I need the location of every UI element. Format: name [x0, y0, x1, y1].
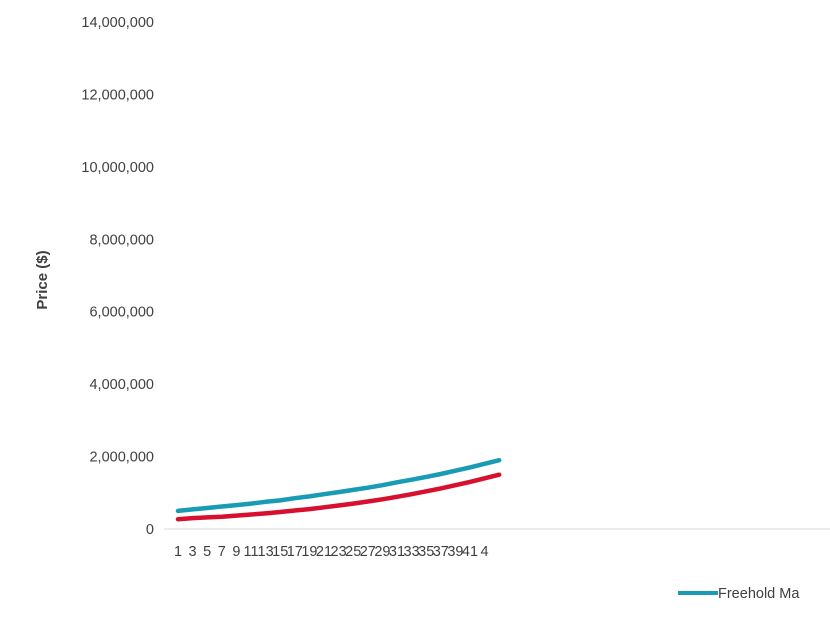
series-lines	[175, 457, 502, 522]
series-line-red	[175, 472, 502, 522]
x-tick-label: 39	[447, 544, 463, 560]
y-tick-label: 8,000,000	[89, 232, 154, 248]
x-tick-label: 4	[481, 544, 489, 560]
x-tick-label: 7	[218, 544, 226, 560]
x-tick-label: 3	[189, 544, 197, 560]
y-axis-ticks: 0 2,000,000 4,000,000 6,000,000 8,000,000 10,…	[81, 15, 154, 538]
x-tick-label: 27	[360, 544, 376, 560]
x-tick-label: 37	[433, 544, 449, 560]
y-tick-label: 2,000,000	[89, 450, 154, 466]
x-tick-label: 23	[331, 544, 347, 560]
x-tick-label: 41	[462, 544, 478, 560]
y-tick-label: 4,000,000	[89, 377, 154, 393]
y-axis-title: Price ($)	[34, 250, 51, 309]
x-tick-label: 31	[389, 544, 405, 560]
x-tick-label: 5	[203, 544, 211, 560]
x-tick-label: 17	[287, 544, 303, 560]
x-tick-label: 9	[232, 544, 240, 560]
y-tick-label: 12,000,000	[81, 87, 154, 103]
legend: Freehold Ma	[678, 586, 800, 602]
y-tick-label: 0	[146, 522, 154, 538]
x-tick-label: 33	[404, 544, 420, 560]
x-tick-label: 11	[243, 544, 258, 560]
y-tick-label: 6,000,000	[89, 305, 154, 321]
x-tick-label: 25	[345, 544, 361, 560]
x-tick-label: 21	[316, 544, 332, 560]
legend-label-freehold: Freehold Ma	[718, 586, 800, 602]
x-tick-label: 19	[301, 544, 317, 560]
x-tick-label: 1	[174, 544, 182, 560]
x-tick-label: 35	[418, 544, 434, 560]
series-line-freehold	[175, 457, 502, 514]
x-tick-label: 13	[258, 544, 274, 560]
x-tick-label: 15	[272, 544, 288, 560]
x-tick-label: 29	[374, 544, 390, 560]
y-tick-label: 10,000,000	[81, 160, 154, 176]
y-tick-label: 14,000,000	[81, 15, 154, 31]
